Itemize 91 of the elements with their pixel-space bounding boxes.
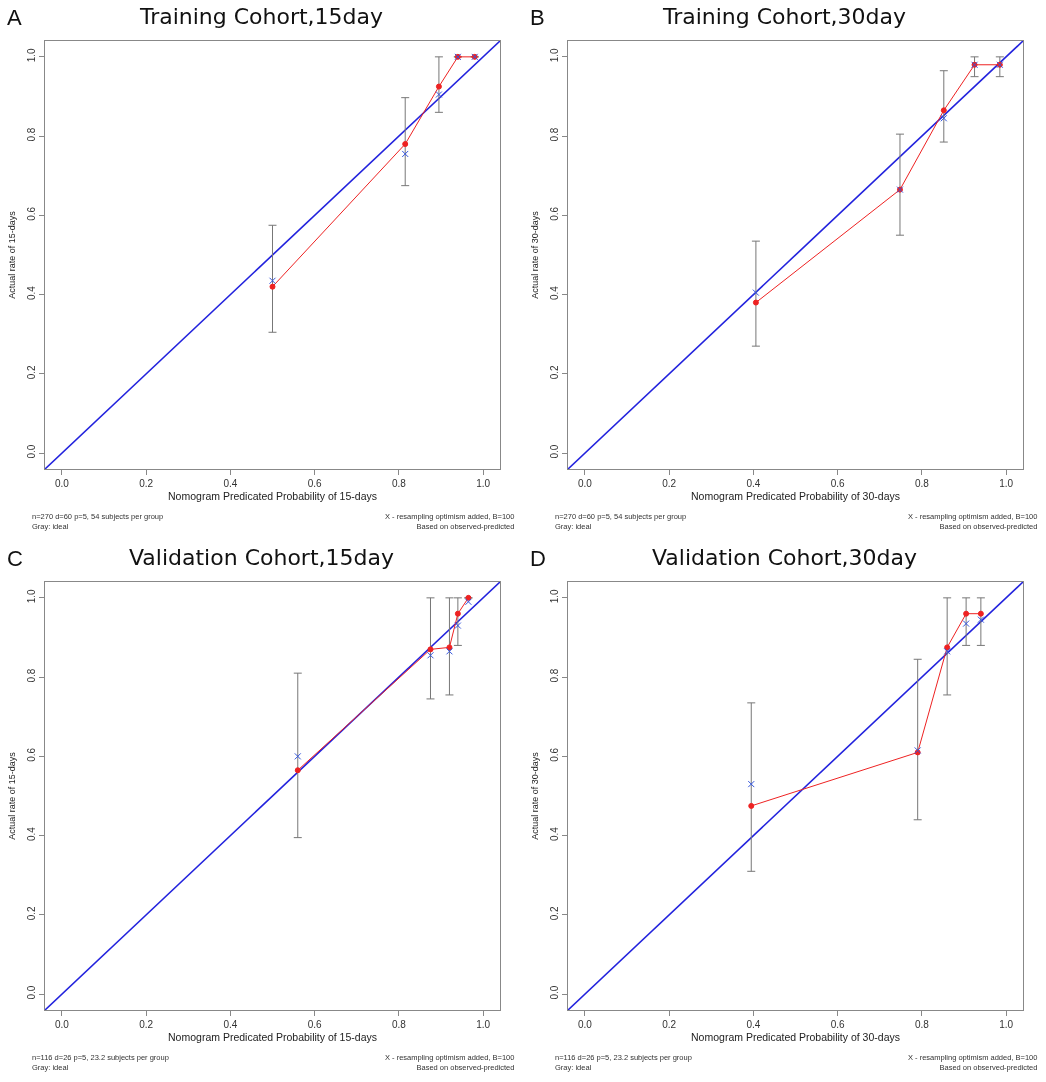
y-tick-label: 0.0 [26,985,37,1000]
x-tick-label: 0.2 [139,1019,154,1030]
chart-title: Training Cohort,15day [138,3,384,29]
y-tick-label: 0.6 [26,206,37,221]
x-tick-label: 0.8 [391,478,407,489]
point [747,780,755,788]
x-axis-title: Nomogram Predicated Probability of 30-days [691,1030,900,1043]
y-tick-label: 1.0 [549,47,560,63]
point [963,610,970,617]
x-tick-label: 1.0 [476,478,491,489]
y-axis-title: Actual rate of 30-days [530,751,541,840]
point [962,620,970,628]
point [944,644,951,651]
x-tick-label: 0.4 [746,1019,761,1030]
x-axis-title: Nomogram Predicated Probability of 15-days [168,489,377,502]
text: B [530,5,545,30]
point [940,107,947,114]
y-tick-label: 0.6 [26,747,37,762]
y-tick-label: 0.6 [549,747,560,762]
y-tick-label: 0.6 [549,206,560,221]
y-axis-title: Actual rate of 30-days [530,210,541,299]
x-tick-label: 0.6 [307,478,323,489]
point [752,299,759,306]
y-tick-label: 0.2 [26,906,37,921]
point [402,141,409,148]
x-tick-label: 0.6 [830,1019,846,1030]
x-tick-label: 0.0 [54,1019,70,1030]
x-tick-label: 0.4 [223,478,238,489]
y-tick-label: 0.2 [549,365,560,380]
x-tick-label: 0.2 [662,1019,677,1030]
x-tick-label: 0.8 [914,1019,930,1030]
y-tick-label: 1.0 [26,47,37,63]
chart-title: Training Cohort,30day [661,3,907,29]
point [464,598,472,606]
x-tick-label: 0.0 [577,1019,593,1030]
point [977,610,984,617]
y-tick-label: 0.8 [26,127,37,142]
text: C [7,546,23,571]
x-tick-label: 1.0 [476,1019,491,1030]
point [435,83,442,90]
point [294,767,301,774]
point [943,647,951,655]
x-tick-label: 0.8 [391,1019,407,1030]
x-tick-label: 0.6 [307,1019,323,1030]
point [748,802,755,809]
point [454,610,461,617]
x-tick-label: 1.0 [999,1019,1014,1030]
x-axis-title: Nomogram Predicated Probability of 15-days [168,1030,377,1043]
point [426,651,434,659]
y-tick-label: 0.2 [549,906,560,921]
x-tick-label: 0.2 [139,478,154,489]
point [435,91,443,98]
y-tick-label: 0.4 [549,826,560,842]
x-tick-label: 0.0 [577,478,593,489]
point [401,150,409,158]
text: A [7,5,22,30]
y-tick-label: 0.4 [26,285,37,301]
y-tick-label: 0.4 [26,826,37,842]
y-tick-label: 0.8 [549,127,560,142]
y-tick-label: 0.0 [549,444,560,459]
point [269,283,276,290]
y-tick-label: 0.8 [26,668,37,683]
point [294,752,302,760]
y-tick-label: 0.0 [26,444,37,459]
y-axis-title: Actual rate of 15-days [7,751,18,840]
x-tick-label: 0.4 [746,478,761,489]
y-tick-label: 1.0 [26,588,37,604]
point [977,616,985,624]
y-tick-label: 0.0 [549,985,560,1000]
x-tick-label: 0.2 [662,478,677,489]
chart-title: Validation Cohort,30day [652,544,917,570]
y-axis-title: Actual rate of 15-days [7,210,18,299]
point [940,114,948,122]
x-tick-label: 1.0 [999,478,1014,489]
x-axis-title: Nomogram Predicated Probability of 30-days [691,489,900,502]
point [752,289,760,297]
y-tick-label: 0.4 [549,285,560,301]
y-tick-label: 1.0 [549,588,560,604]
x-tick-label: 0.6 [830,478,846,489]
point [446,644,453,651]
chart-title: Validation Cohort,15day [129,544,394,570]
x-tick-label: 0.8 [914,478,930,489]
x-tick-label: 0.0 [54,478,70,489]
point [445,647,453,655]
point [269,277,276,285]
point [427,646,434,653]
point [454,622,462,630]
text: D [530,546,546,571]
y-tick-label: 0.8 [549,668,560,683]
x-tick-label: 0.4 [223,1019,238,1030]
y-tick-label: 0.2 [26,365,37,380]
